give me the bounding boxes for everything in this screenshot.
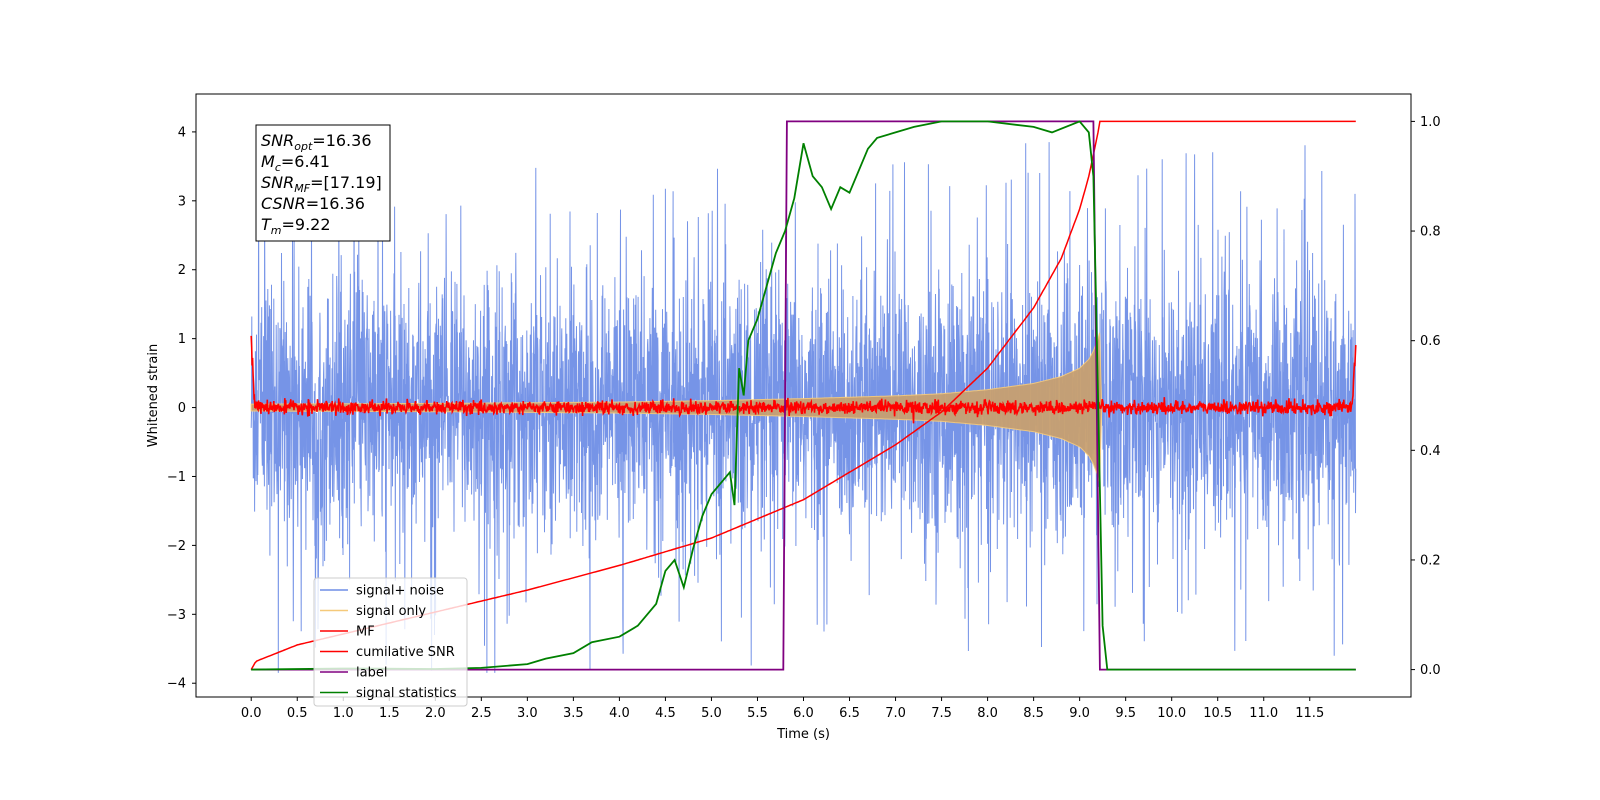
x-tick-label: 4.0 <box>609 706 630 721</box>
legend-entry: signal statistics <box>356 686 457 701</box>
y-tick-label: −4 <box>167 677 186 692</box>
y-axis-label: Whitened strain <box>146 344 161 447</box>
annotation-line: SNRMF=[17.19] <box>261 173 382 195</box>
x-tick-label: 6.0 <box>793 706 814 721</box>
y2-tick-label: 0.0 <box>1420 663 1441 678</box>
y2-tick-label: 0.4 <box>1420 444 1441 459</box>
y2-tick-label: 0.6 <box>1420 334 1441 349</box>
annotation-line: Mc=6.41 <box>261 152 330 174</box>
annotation-line: SNRopt=16.36 <box>261 131 372 153</box>
x-tick-label: 10.0 <box>1157 706 1186 721</box>
x-tick-label: 1.0 <box>333 706 354 721</box>
x-tick-label: 11.5 <box>1295 706 1324 721</box>
annotation-line: Tm=9.22 <box>261 215 331 237</box>
series-signal-noise <box>250 141 1357 673</box>
x-tick-label: 9.0 <box>1069 706 1090 721</box>
x-tick-label: 5.0 <box>701 706 722 721</box>
y2-tick-label: 0.2 <box>1420 553 1441 568</box>
stats-annotation-box: SNRopt=16.36Mc=6.41SNRMF=[17.19]CSNR=16.… <box>255 124 391 242</box>
x-tick-label: 4.5 <box>655 706 676 721</box>
legend-entry: MF <box>356 625 375 640</box>
x-tick-label: 2.5 <box>471 706 492 721</box>
y-tick-label: 2 <box>178 263 186 278</box>
x-tick-label: 5.5 <box>747 706 768 721</box>
x-tick-label: 7.5 <box>931 706 952 721</box>
legend-entry: cumilative SNR <box>356 645 455 660</box>
y-tick-label: −2 <box>167 539 186 554</box>
x-tick-label: 7.0 <box>885 706 906 721</box>
y-tick-label: 3 <box>178 194 186 209</box>
x-tick-label: 0.0 <box>241 706 262 721</box>
y2-tick-label: 0.8 <box>1420 225 1441 240</box>
x-axis-label: Time (s) <box>776 727 830 742</box>
x-axis: 0.0 0.5 1.0 1.5 2.0 2.5 3.0 3.5 4.0 4.5 5.0 5.5 6.0 6… <box>241 697 1324 721</box>
y-tick-label: 4 <box>178 125 186 140</box>
x-tick-label: 2.0 <box>425 706 446 721</box>
x-tick-label: 0.5 <box>287 706 308 721</box>
x-tick-label: 3.5 <box>563 706 584 721</box>
y-tick-label: 0 <box>178 401 186 416</box>
y-tick-label: 1 <box>178 332 186 347</box>
y2-tick-label: 1.0 <box>1420 115 1441 130</box>
annotation-line: CSNR=16.36 <box>261 194 365 213</box>
x-tick-label: 8.5 <box>1023 706 1044 721</box>
y-axis-right: 1.0 0.8 0.6 0.4 0.2 0.0 <box>1411 115 1441 678</box>
x-tick-label: 11.0 <box>1249 706 1278 721</box>
x-tick-label: 3.0 <box>517 706 538 721</box>
x-tick-label: 9.5 <box>1115 706 1136 721</box>
legend-frame <box>313 577 468 707</box>
x-tick-label: 10.5 <box>1203 706 1232 721</box>
x-tick-label: 6.5 <box>839 706 860 721</box>
legend: signal+ noise signal only MF cumilative SNR… <box>313 577 468 707</box>
legend-entry: signal+ noise <box>356 584 444 599</box>
y-axis-left: 4 3 2 1 0 −1 −2 −3 −4 <box>167 125 196 692</box>
y-tick-label: −1 <box>167 470 186 485</box>
legend-entry: label <box>356 666 387 681</box>
x-tick-label: 8.0 <box>977 706 998 721</box>
x-tick-label: 1.5 <box>379 706 400 721</box>
series-signal-statistics <box>251 120 1356 671</box>
series-mf <box>250 335 1357 424</box>
annotation-frame <box>255 124 391 242</box>
y-tick-label: −3 <box>167 608 186 623</box>
legend-entry: signal only <box>356 604 426 619</box>
